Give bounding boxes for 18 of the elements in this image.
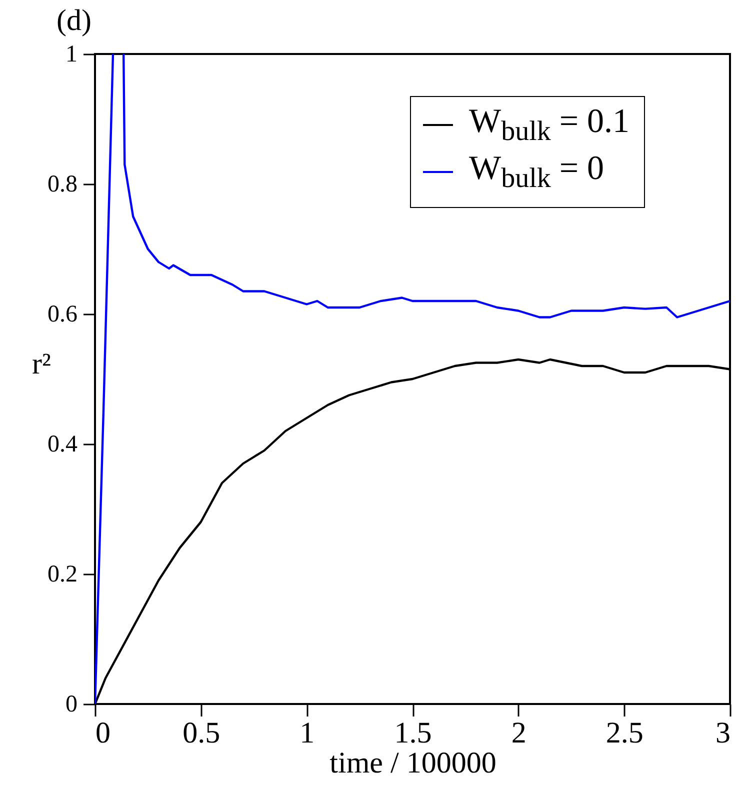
x-tick-label: 3 [716, 716, 730, 750]
x-tick-label: 2 [511, 716, 526, 750]
y-tick-label: 0 [66, 692, 78, 718]
x-tick-label: 0 [96, 716, 110, 750]
chart-title: (d) [56, 4, 92, 37]
y-tick-label: 0.6 [48, 302, 78, 328]
y-tick-label: 0.2 [48, 562, 78, 588]
legend-label: W$_{bulk}$ = 0.1 [469, 103, 630, 147]
y-tick-label: 0.4 [48, 432, 78, 458]
x-tick-label: 1 [300, 716, 315, 750]
x-tick-label: 0.5 [182, 716, 220, 750]
x-axis-title: time / 100000 [330, 746, 496, 780]
y-tick-label: 1 [66, 42, 78, 68]
y-axis-title: r² [32, 348, 51, 380]
x-tick-label: 2.5 [606, 716, 644, 750]
y-tick-label: 0.8 [48, 172, 78, 198]
x-tick-label: 1.5 [394, 716, 432, 750]
legend-label: W$_{bulk}$ = 0 [469, 150, 604, 194]
